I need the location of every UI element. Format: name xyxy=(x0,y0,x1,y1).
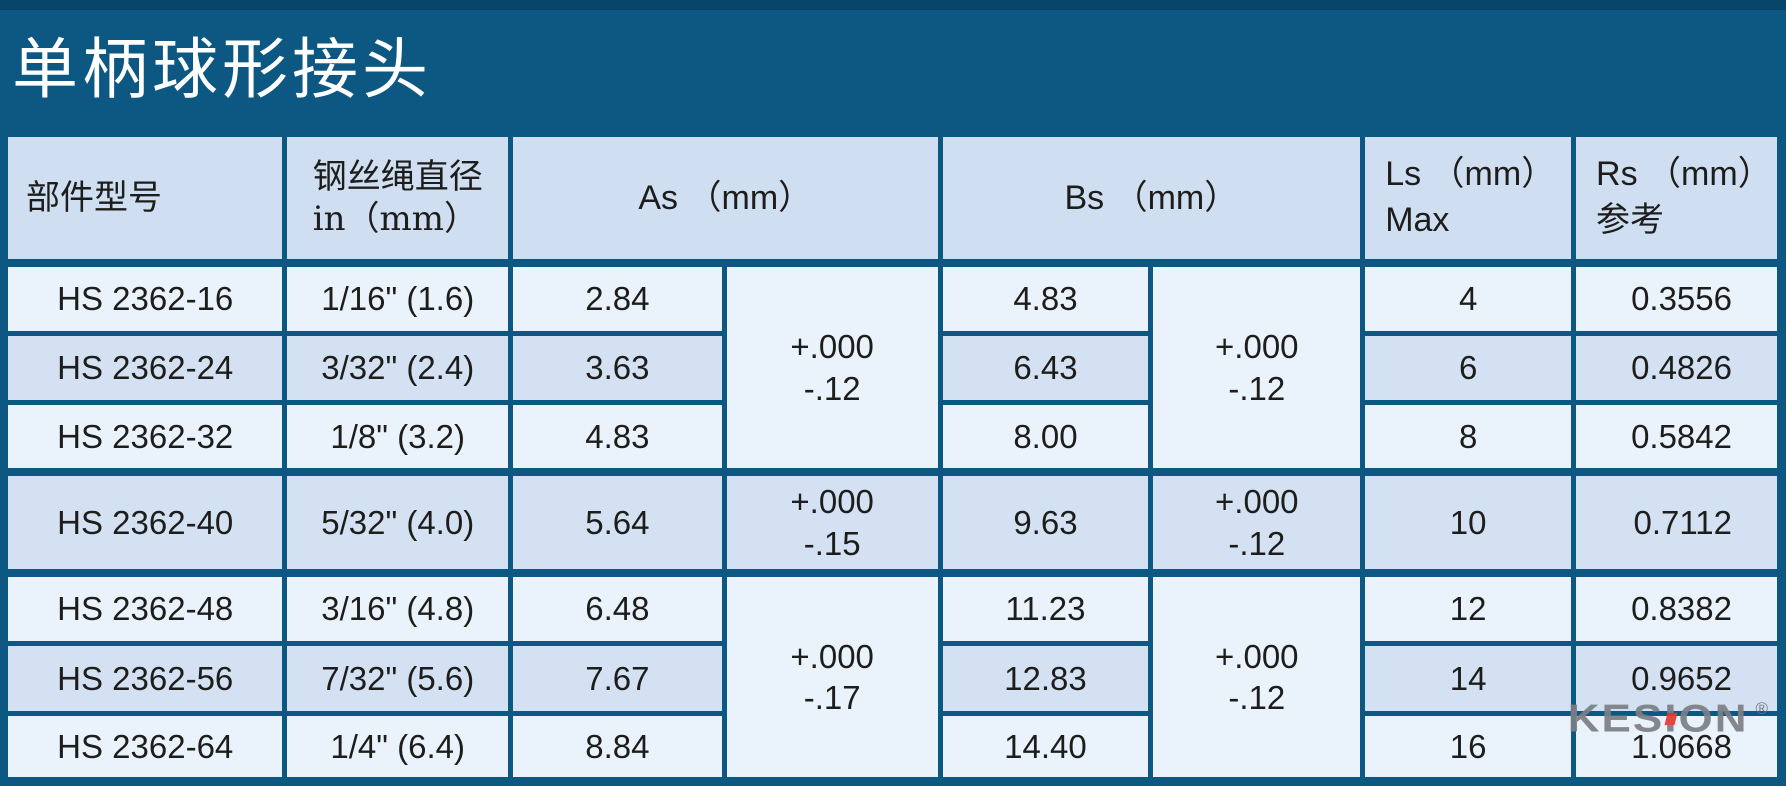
cell-diameter: 3/16" (4.8) xyxy=(287,577,508,641)
cell-rs: 0.4826 xyxy=(1576,336,1777,400)
table-group-1: HS 2362-16 1/16" (1.6) 2.84 4.83 4 0.355… xyxy=(8,267,1777,468)
cell-ls: 14 xyxy=(1365,646,1572,711)
header-diameter: 钢丝绳直径 in（mm） xyxy=(287,137,508,259)
cell-model: HS 2362-56 xyxy=(8,646,283,711)
header-bs: Bs （mm） xyxy=(942,137,1361,259)
registered-trademark-icon: ® xyxy=(1755,699,1768,718)
cell-rs: 0.8382 xyxy=(1576,577,1777,641)
header-model: 部件型号 xyxy=(8,137,283,259)
cell-model: HS 2362-32 xyxy=(8,405,283,468)
cell-ls: 16 xyxy=(1365,716,1572,777)
kesion-logo-text: KESION xyxy=(1568,697,1749,741)
cell-bs: 4.83 xyxy=(942,267,1149,331)
cell-as: 2.84 xyxy=(513,267,722,331)
cell-bs: 6.43 xyxy=(942,336,1149,400)
cell-ls: 10 xyxy=(1365,476,1572,569)
cell-diameter: 7/32" (5.6) xyxy=(287,646,508,711)
cell-bs: 12.83 xyxy=(942,646,1149,711)
cell-rs: 0.7112 xyxy=(1576,476,1777,569)
kesion-logo: KESION ® xyxy=(1568,697,1768,747)
cell-diameter: 5/32" (4.0) xyxy=(287,476,508,569)
cell-as: 5.64 xyxy=(513,476,722,569)
cell-ls: 12 xyxy=(1365,577,1572,641)
cell-ls: 8 xyxy=(1365,405,1572,468)
cell-diameter: 1/16" (1.6) xyxy=(287,267,508,331)
cell-bs-tolerance: +.000 -.12 xyxy=(1153,476,1361,569)
spec-table: 部件型号 钢丝绳直径 in（mm） As （mm） Bs （mm） Ls （mm… xyxy=(0,130,1786,786)
cell-model: HS 2362-64 xyxy=(8,716,283,777)
cell-model: HS 2362-40 xyxy=(8,476,283,569)
cell-diameter: 1/8" (3.2) xyxy=(287,405,508,468)
cell-bs-tolerance: +.000 -.12 xyxy=(1153,267,1361,468)
cell-as: 3.63 xyxy=(513,336,722,400)
cell-model: HS 2362-24 xyxy=(8,336,283,400)
cell-bs-tolerance: +.000 -.12 xyxy=(1153,577,1361,777)
logo-part-on: ON xyxy=(1678,697,1749,741)
cell-diameter: 1/4" (6.4) xyxy=(287,716,508,777)
cell-model: HS 2362-16 xyxy=(8,267,283,331)
logo-part-kes: KES xyxy=(1567,697,1665,741)
header-ls: Ls （mm） Max xyxy=(1365,137,1572,259)
cell-bs: 11.23 xyxy=(942,577,1149,641)
cell-as: 7.67 xyxy=(513,646,722,711)
cell-diameter: 3/32" (2.4) xyxy=(287,336,508,400)
table-group-3: HS 2362-48 3/16" (4.8) 6.48 11.23 12 0.8… xyxy=(8,577,1777,777)
header-rs: Rs （mm） 参考 xyxy=(1576,137,1777,259)
title-bar: 单柄球形接头 xyxy=(0,10,1786,130)
cell-rs: 0.3556 xyxy=(1576,267,1777,331)
page-title: 单柄球形接头 xyxy=(12,31,432,108)
header-as: As （mm） xyxy=(513,137,938,259)
cell-bs: 9.63 xyxy=(942,476,1149,569)
table-header-row: 部件型号 钢丝绳直径 in（mm） As （mm） Bs （mm） Ls （mm… xyxy=(8,137,1777,259)
cell-bs: 8.00 xyxy=(942,405,1149,468)
cell-bs: 14.40 xyxy=(942,716,1149,777)
cell-rs: 0.5842 xyxy=(1576,405,1777,468)
cell-as-tolerance: +.000 -.17 xyxy=(726,577,938,777)
cell-as: 8.84 xyxy=(513,716,722,777)
cell-as: 4.83 xyxy=(513,405,722,468)
cell-as: 6.48 xyxy=(513,577,722,641)
table-group-2: HS 2362-40 5/32" (4.0) 5.64 +.000 -.15 9… xyxy=(8,476,1777,569)
top-strip xyxy=(0,0,1786,10)
cell-as-tolerance: +.000 -.15 xyxy=(726,476,938,569)
cell-ls: 4 xyxy=(1365,267,1572,331)
cell-rs: 1.0668 xyxy=(1576,716,1777,777)
cell-model: HS 2362-48 xyxy=(8,577,283,641)
cell-rs: 0.9652 xyxy=(1576,646,1777,711)
logo-part-i: I xyxy=(1664,697,1678,741)
cell-as-tolerance: +.000 -.12 xyxy=(726,267,938,468)
cell-ls: 6 xyxy=(1365,336,1572,400)
